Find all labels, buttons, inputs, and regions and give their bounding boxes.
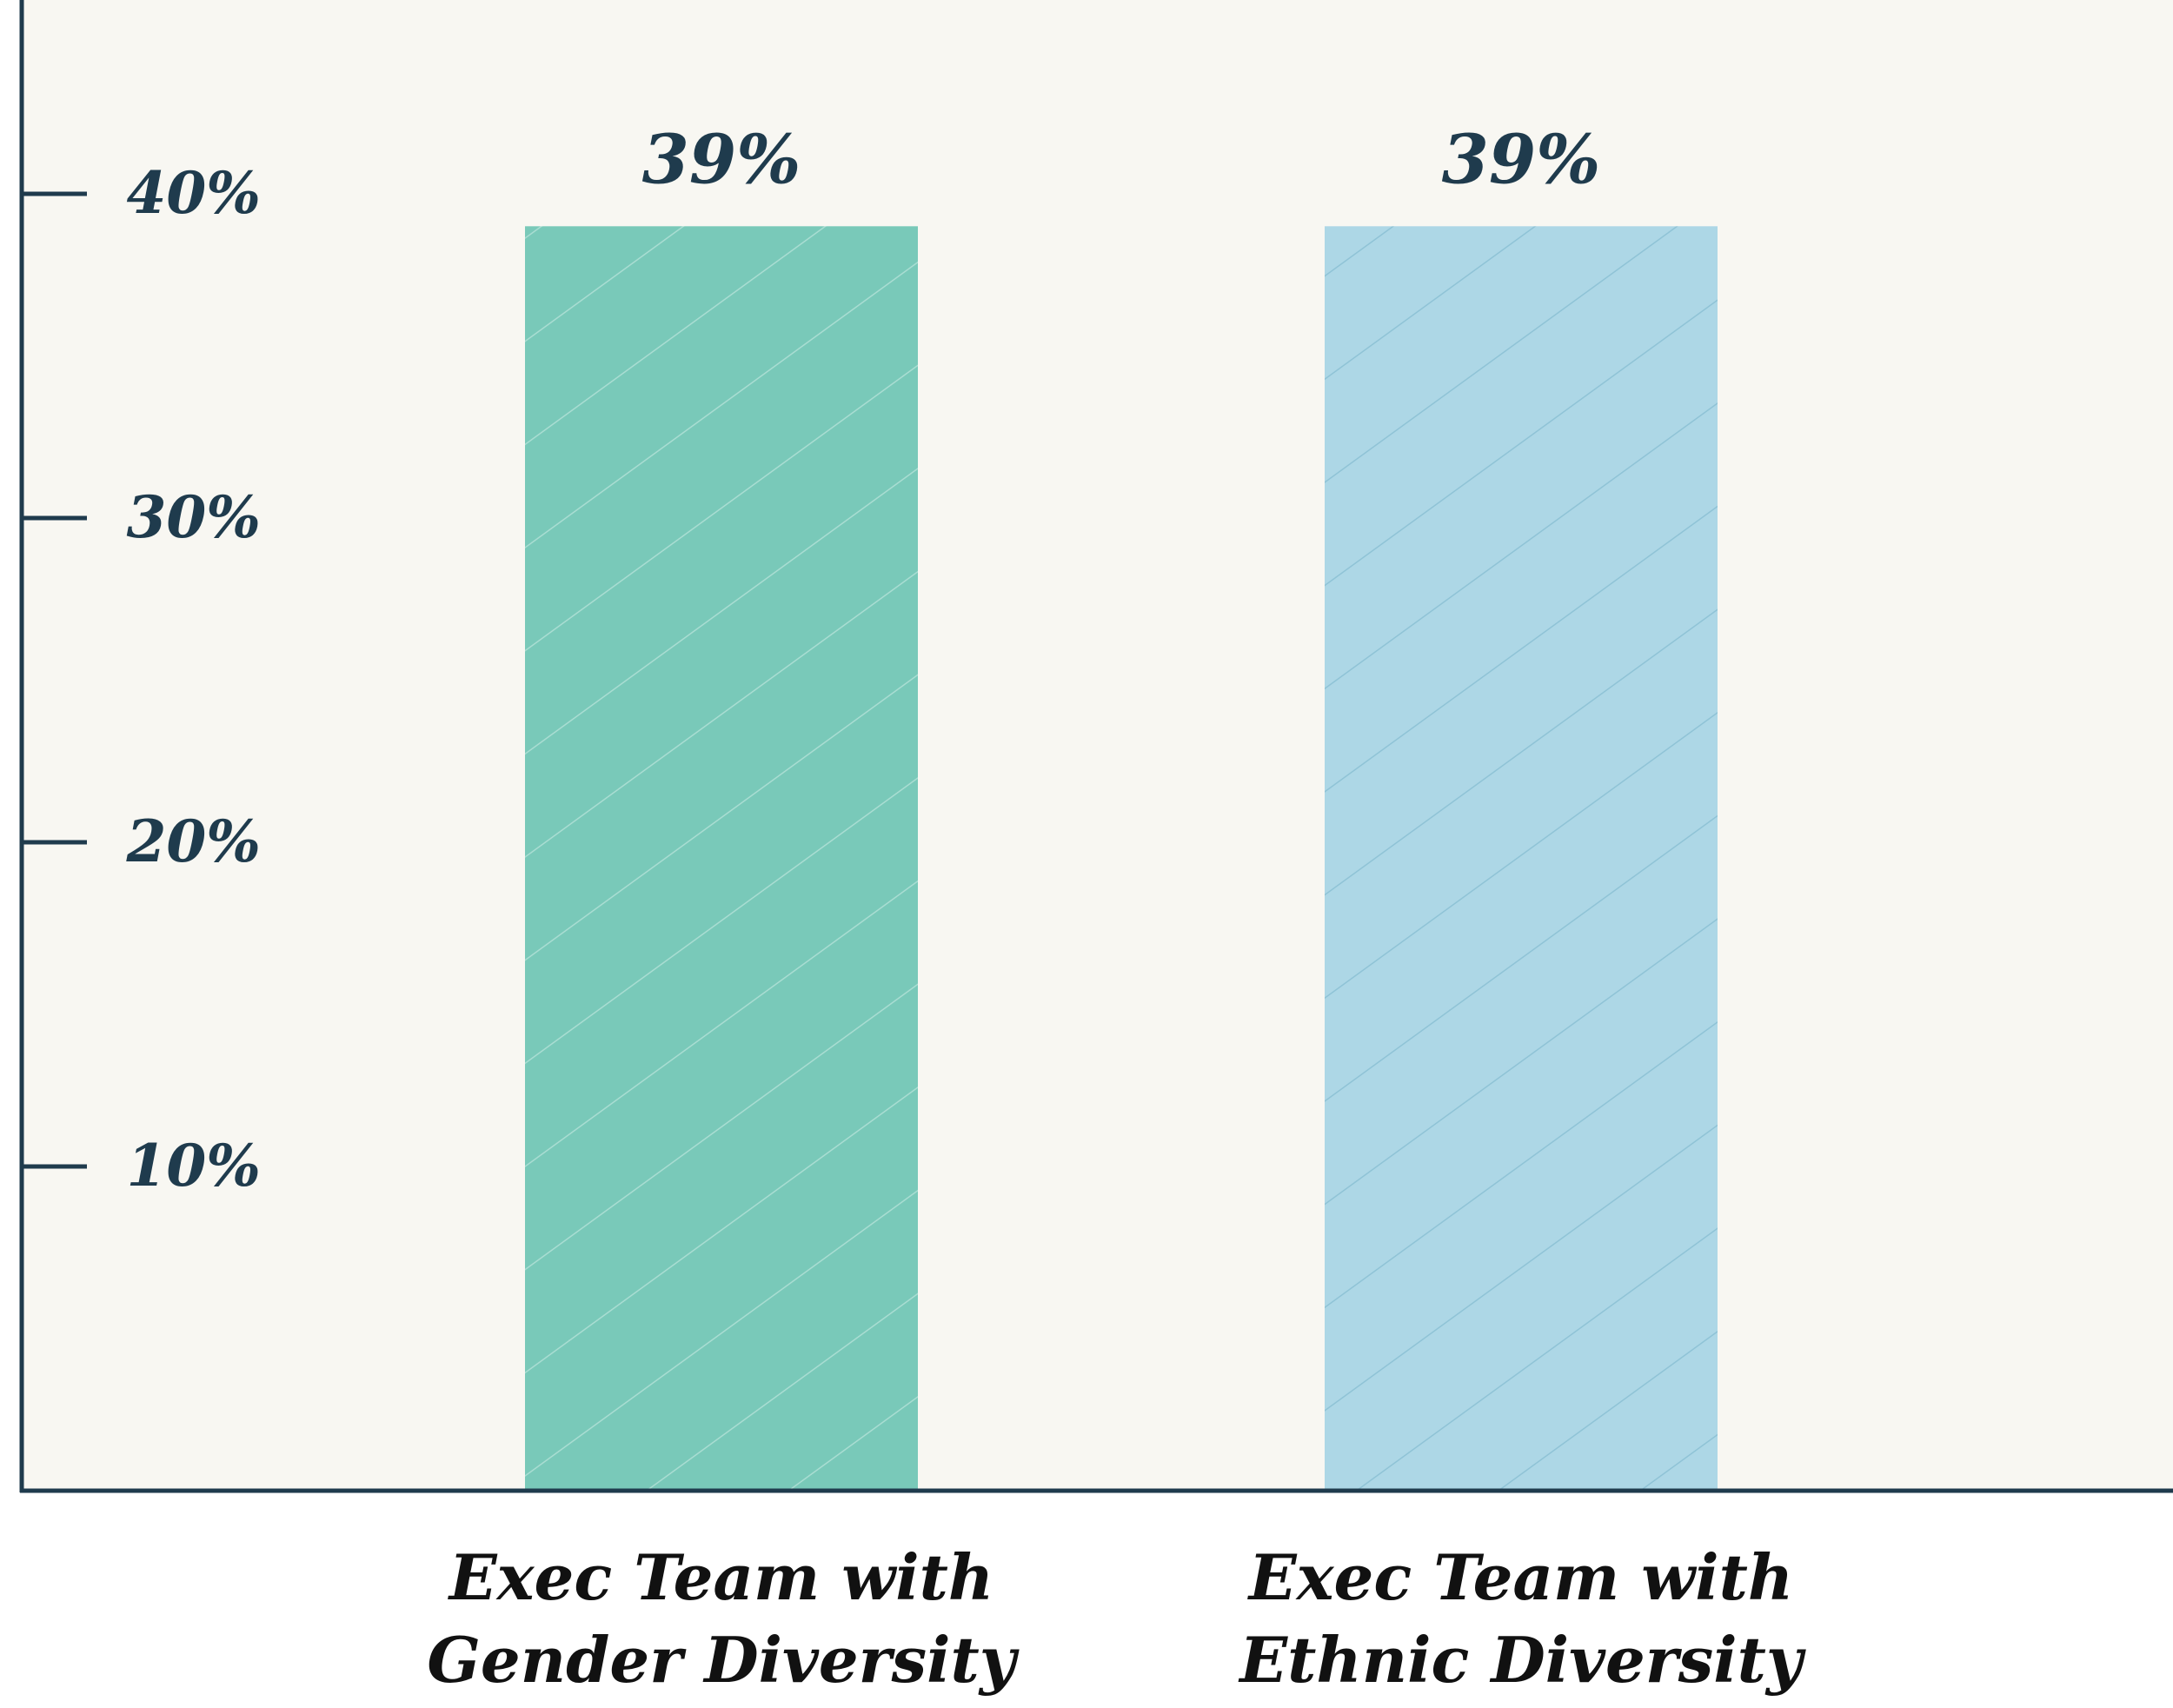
y-tick-label: 30% [126,483,261,551]
data-label-1: 39% [642,120,801,199]
y-tick-label: 20% [125,807,261,875]
category-label-2-line-1: Exec Team with [1247,1540,1793,1614]
category-label-1-line-1: Exec Team with [448,1540,993,1614]
y-tick-label: 40% [126,159,261,227]
plot-background [22,0,2173,1491]
bar-2 [1325,226,1718,1491]
y-tick-label: 10% [126,1132,261,1200]
category-label-1-line-2: Gender Diversity [427,1623,1019,1697]
category-label-2-line-2: Ethnic Diversity [1238,1623,1806,1697]
bar-1 [525,226,918,1491]
data-label-2: 39% [1442,120,1601,199]
